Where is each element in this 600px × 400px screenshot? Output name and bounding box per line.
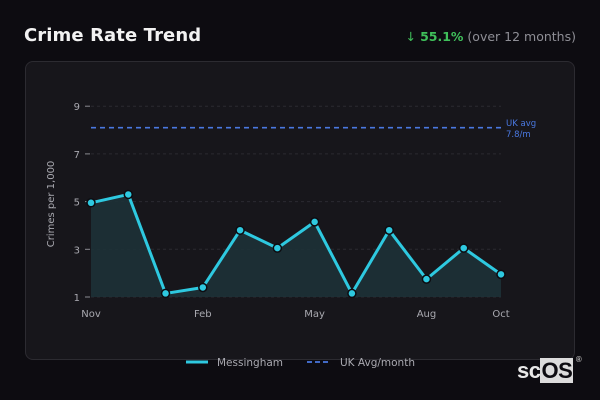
change-percent: 55.1% xyxy=(420,29,464,44)
data-points xyxy=(86,189,506,299)
svg-text:Feb: Feb xyxy=(194,309,212,320)
change-indicator: ↓ 55.1% (over 12 months) xyxy=(406,29,576,44)
watermark-logo: scOS ® xyxy=(517,355,582,383)
svg-text:UK Avg/month: UK Avg/month xyxy=(340,357,415,369)
svg-text:Messingham: Messingham xyxy=(217,357,283,369)
page-title: Crime Rate Trend xyxy=(24,25,202,46)
svg-text:1: 1 xyxy=(74,293,80,304)
down-arrow-icon: ↓ xyxy=(405,29,417,44)
svg-text:3: 3 xyxy=(74,245,80,256)
uk-avg-annotation: UK avg xyxy=(506,119,536,129)
uk-avg-value-annotation: 7.8/m xyxy=(506,130,531,140)
svg-text:7: 7 xyxy=(74,150,80,161)
y-axis-label: Crimes per 1,000 xyxy=(46,161,57,248)
legend: Messingham UK Avg/month xyxy=(186,357,415,369)
svg-text:5: 5 xyxy=(74,198,80,209)
x-axis: Nov Feb May Aug Oct xyxy=(81,309,509,320)
svg-text:Aug: Aug xyxy=(417,309,437,320)
svg-text:May: May xyxy=(304,309,325,320)
change-period: (over 12 months) xyxy=(467,29,576,44)
svg-text:Oct: Oct xyxy=(492,309,509,320)
series-line-messingham xyxy=(90,192,502,295)
svg-text:Nov: Nov xyxy=(81,309,101,320)
series-area xyxy=(91,194,501,297)
svg-text:9: 9 xyxy=(74,102,80,113)
